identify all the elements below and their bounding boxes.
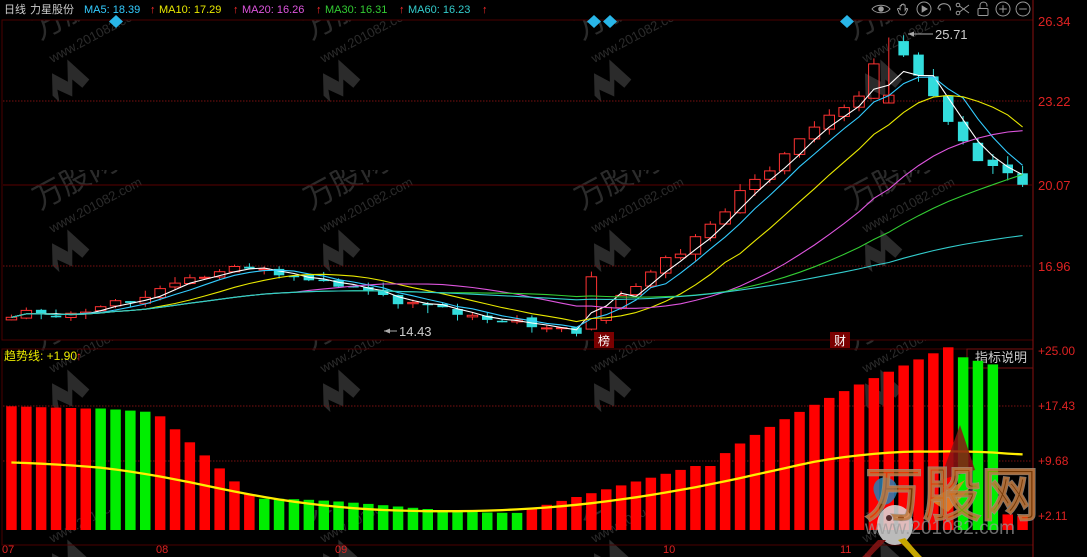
svg-text:www.201082.com: www.201082.com (864, 518, 1015, 539)
